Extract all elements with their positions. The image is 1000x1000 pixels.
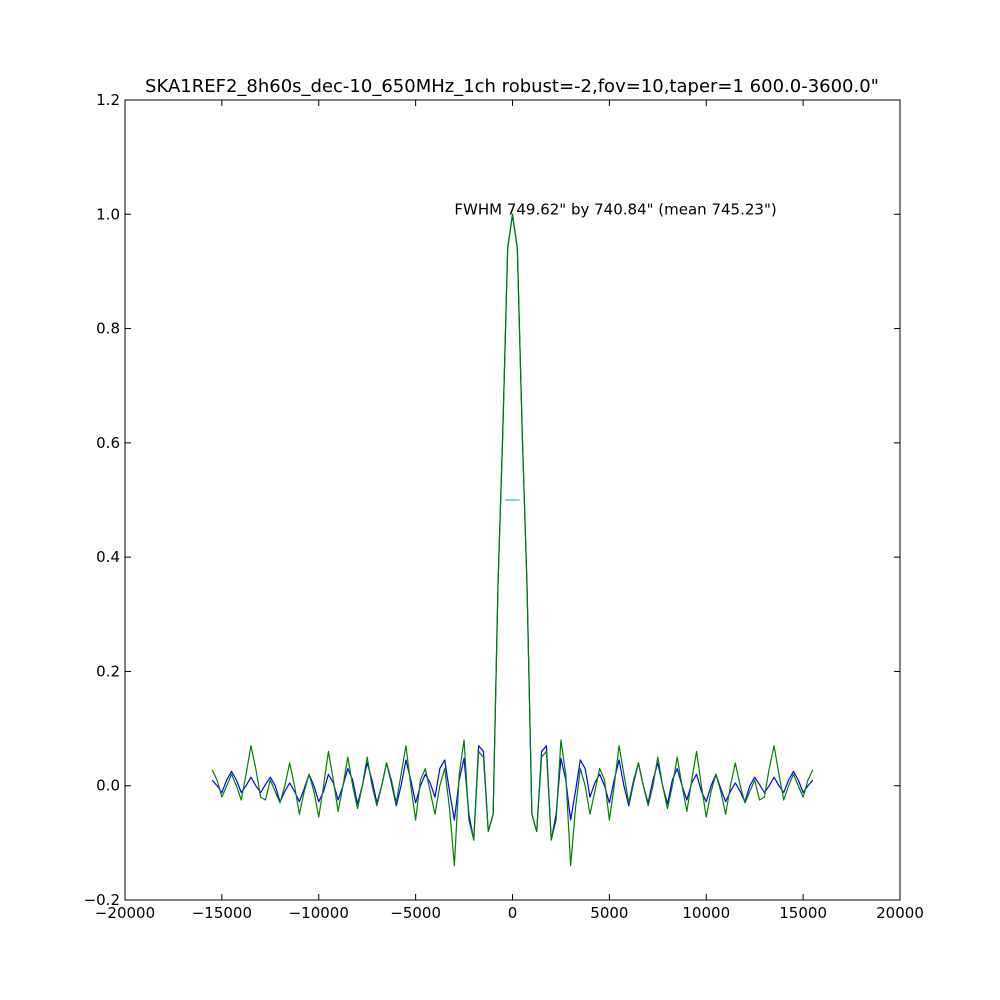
- y-tick-label: 0.6: [96, 434, 120, 452]
- x-tick-label: −5000: [390, 904, 441, 922]
- series-line-2: [211, 213, 814, 867]
- x-tick-label: −10000: [289, 904, 349, 922]
- x-tick-label: −20000: [95, 904, 155, 922]
- x-tick-label: 0: [508, 904, 518, 922]
- ticks-layer: −20000 −15000 −10000 −5000 0 5000 10000 15000 20…: [84, 91, 924, 922]
- chart-title: SKA1REF2_8h60s_dec-10_650MHz_1ch robust=…: [145, 76, 879, 97]
- y-tick-label: 0.4: [96, 548, 120, 566]
- y-tick-label: 0.8: [96, 320, 120, 338]
- y-tick-label: 1.0: [96, 205, 120, 223]
- y-tick-label: 0.2: [96, 662, 120, 680]
- x-tick-label: 15000: [779, 904, 827, 922]
- y-tick-label: 1.2: [96, 91, 120, 109]
- y-tick-label: 0.0: [96, 777, 120, 795]
- x-tick-label: −15000: [192, 904, 252, 922]
- x-tick-label: 5000: [590, 904, 628, 922]
- y-tick-label: −0.2: [84, 891, 120, 909]
- series-layer: [211, 213, 814, 867]
- x-tick-label: 10000: [682, 904, 730, 922]
- x-tick-label: 20000: [876, 904, 924, 922]
- fwhm-annotation: FWHM 749.62" by 740.84" (mean 745.23"): [454, 200, 776, 218]
